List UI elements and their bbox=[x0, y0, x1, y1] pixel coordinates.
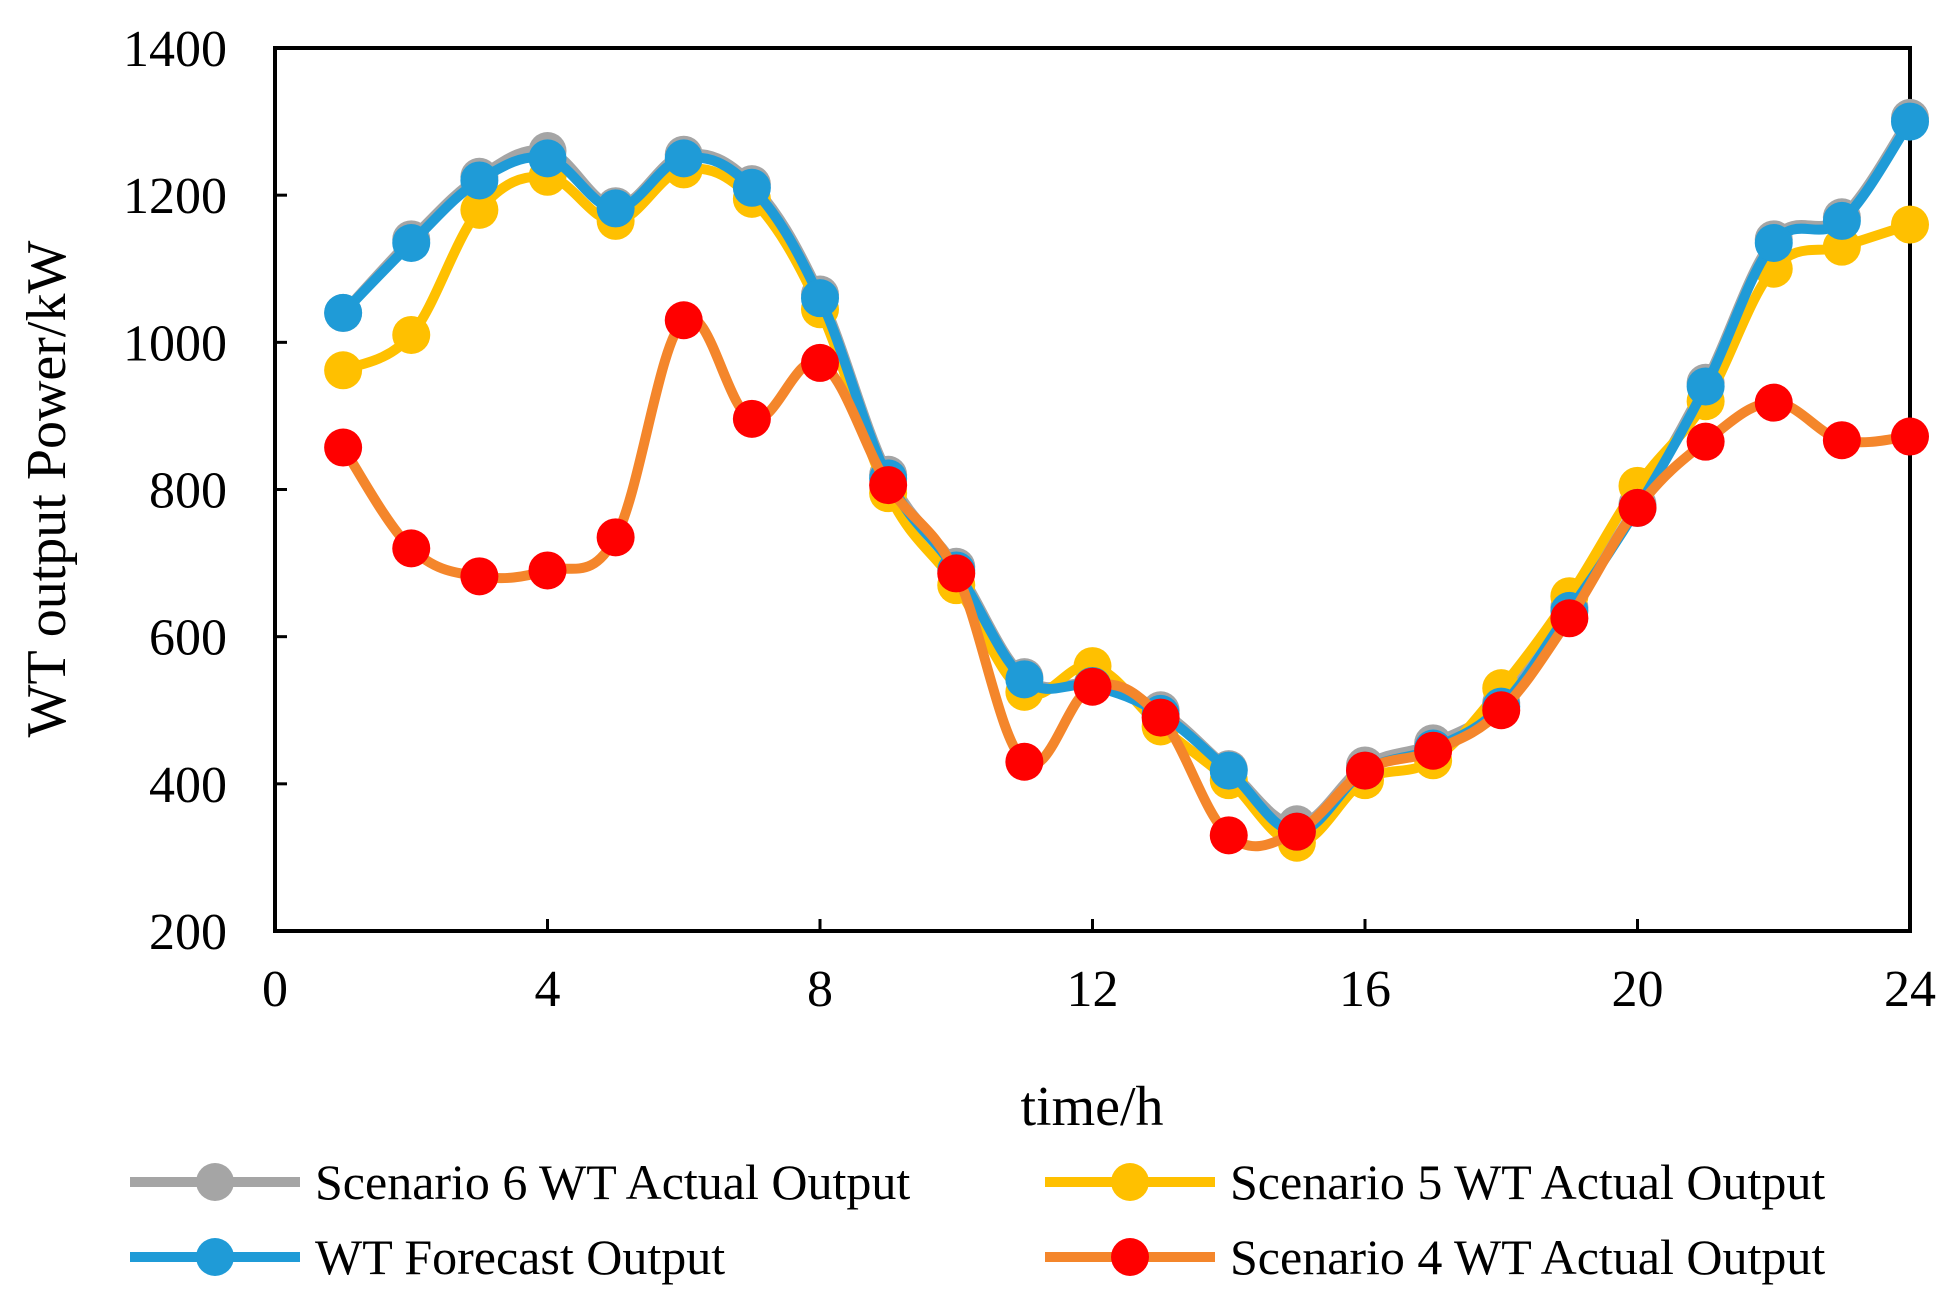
data-point bbox=[1550, 599, 1589, 638]
data-point bbox=[1754, 223, 1793, 262]
data-point bbox=[392, 315, 431, 354]
series-3 bbox=[324, 102, 1929, 851]
data-point bbox=[732, 168, 771, 207]
data-point bbox=[1209, 816, 1248, 855]
legend-marker bbox=[1111, 1238, 1149, 1276]
x-axis-ticks: 0 4 8 12 16 20 24 bbox=[262, 919, 1936, 1018]
x-tick-label: 12 bbox=[1067, 961, 1119, 1018]
data-point bbox=[1005, 660, 1044, 699]
data-point bbox=[324, 293, 363, 332]
legend-label: Scenario 6 WT Actual Output bbox=[315, 1154, 910, 1210]
data-point bbox=[596, 518, 635, 557]
x-tick-label: 0 bbox=[262, 961, 288, 1018]
x-tick-label: 8 bbox=[807, 961, 833, 1018]
data-point bbox=[664, 139, 703, 178]
y-tick-label: 400 bbox=[149, 757, 227, 814]
legend-marker bbox=[196, 1238, 234, 1276]
data-point bbox=[1618, 488, 1657, 527]
legend-label: Scenario 4 WT Actual Output bbox=[1230, 1229, 1825, 1285]
x-tick-label: 16 bbox=[1339, 961, 1391, 1018]
x-axis-title: time/h bbox=[1020, 1076, 1163, 1138]
data-point bbox=[1141, 698, 1180, 737]
y-tick-label: 1200 bbox=[123, 168, 227, 225]
data-point bbox=[664, 301, 703, 340]
y-axis-ticks: 200 400 600 800 1000 1200 1400 bbox=[123, 21, 287, 961]
legend-item: Scenario 6 WT Actual Output bbox=[130, 1154, 910, 1210]
legend-item: Scenario 5 WT Actual Output bbox=[1045, 1154, 1825, 1210]
y-tick-label: 200 bbox=[149, 904, 227, 961]
data-point bbox=[528, 139, 567, 178]
data-point bbox=[1482, 691, 1521, 730]
x-tick-label: 24 bbox=[1884, 961, 1936, 1018]
data-point bbox=[869, 466, 908, 505]
data-point bbox=[801, 343, 839, 382]
data-point bbox=[324, 428, 363, 467]
legend-label: WT Forecast Output bbox=[315, 1229, 725, 1285]
data-point bbox=[460, 190, 499, 229]
series-layer bbox=[324, 98, 1929, 862]
legend-marker bbox=[196, 1163, 234, 1201]
data-point bbox=[324, 351, 363, 390]
legend-label: Scenario 5 WT Actual Output bbox=[1230, 1154, 1825, 1210]
series-line bbox=[340, 163, 1912, 848]
y-axis-title: WT output Power/kW bbox=[16, 241, 78, 738]
y-tick-label: 600 bbox=[149, 610, 227, 667]
legend: Scenario 6 WT Actual Output Scenario 5 WT… bbox=[130, 1154, 1825, 1285]
data-point bbox=[1822, 421, 1861, 460]
data-point bbox=[1686, 367, 1725, 406]
series-2 bbox=[324, 150, 1929, 862]
data-point bbox=[1209, 751, 1248, 790]
x-tick-label: 20 bbox=[1612, 961, 1664, 1018]
data-point bbox=[460, 557, 499, 596]
data-point bbox=[1822, 201, 1861, 240]
data-point bbox=[1891, 102, 1929, 141]
legend-item: Scenario 4 WT Actual Output bbox=[1045, 1229, 1825, 1285]
y-tick-label: 1000 bbox=[123, 315, 227, 372]
legend-item: WT Forecast Output bbox=[130, 1229, 725, 1285]
data-point bbox=[1005, 742, 1044, 781]
data-point bbox=[392, 529, 431, 568]
data-point bbox=[1891, 205, 1929, 244]
data-point bbox=[1346, 751, 1384, 790]
legend-marker bbox=[1111, 1163, 1149, 1201]
series-1 bbox=[324, 98, 1929, 844]
x-tick-label: 4 bbox=[535, 961, 561, 1018]
data-point bbox=[732, 399, 771, 438]
data-point bbox=[1686, 422, 1725, 461]
y-tick-label: 800 bbox=[149, 463, 227, 520]
data-point bbox=[1073, 667, 1112, 706]
data-point bbox=[528, 551, 567, 590]
data-point bbox=[1891, 417, 1929, 456]
series-4 bbox=[324, 301, 1929, 855]
data-point bbox=[460, 161, 499, 200]
data-point bbox=[1754, 383, 1793, 422]
data-point bbox=[1414, 731, 1453, 770]
data-point bbox=[1277, 812, 1316, 851]
data-point bbox=[596, 189, 635, 228]
data-point bbox=[801, 279, 839, 318]
y-tick-label: 1400 bbox=[123, 21, 227, 78]
series-line bbox=[338, 312, 1911, 852]
series-line bbox=[339, 118, 1915, 837]
data-point bbox=[392, 223, 431, 262]
data-point bbox=[937, 554, 976, 593]
